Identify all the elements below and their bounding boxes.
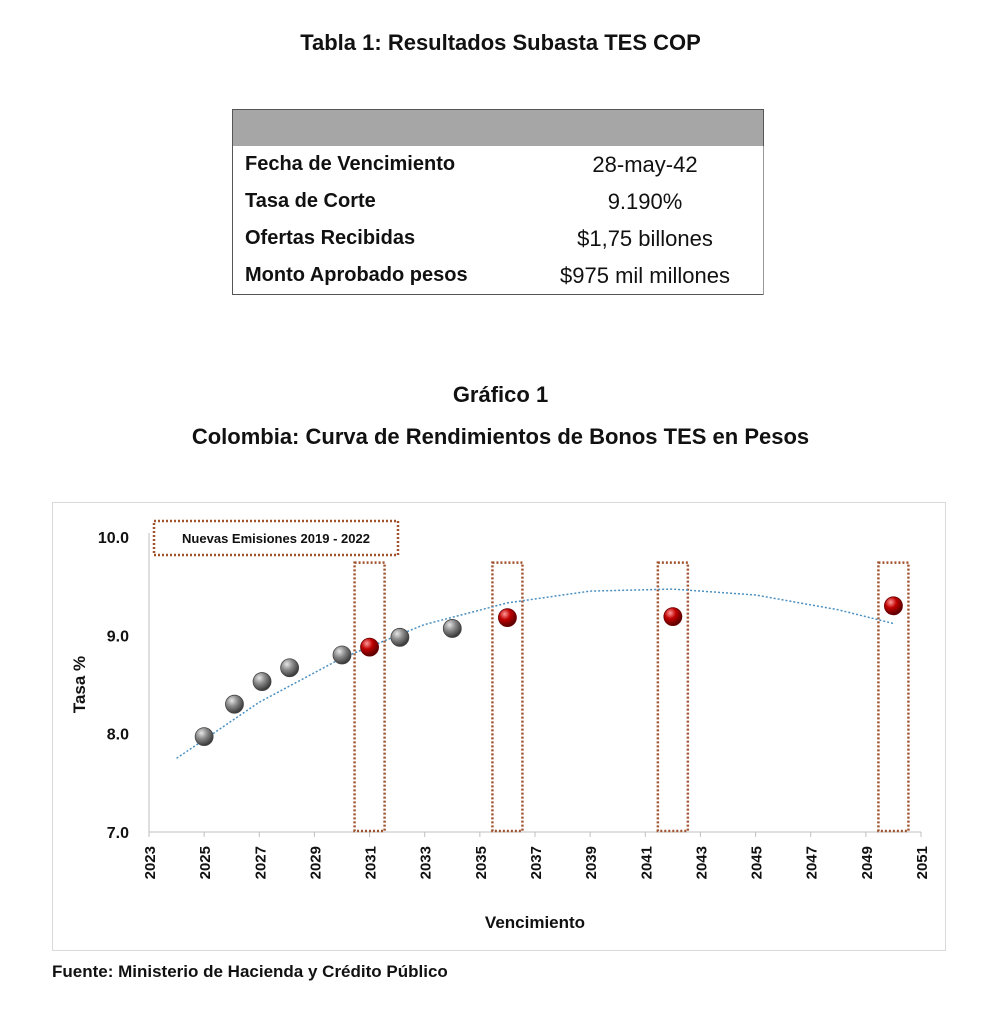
x-tick-label: 2027 — [252, 846, 269, 879]
y-axis-title: Tasa % — [70, 656, 89, 713]
table-row: Monto Aprobado pesos $975 mil millones — [233, 257, 764, 295]
table-row: Fecha de Vencimiento 28-may-42 — [233, 146, 764, 183]
annotation-label: Nuevas Emisiones 2019 - 2022 — [182, 531, 370, 546]
x-tick-label: 2043 — [693, 846, 710, 879]
x-tick-label: 2037 — [528, 846, 545, 879]
table-title: Tabla 1: Resultados Subasta TES COP — [300, 30, 701, 55]
x-tick-label: 2031 — [363, 846, 380, 879]
y-tick-label: 10.0 — [98, 530, 129, 547]
y-tick-label: 8.0 — [107, 727, 129, 744]
row-value: $975 mil millones — [527, 257, 764, 295]
x-axis-title: Vencimiento — [485, 913, 585, 932]
existing-bond-point — [390, 627, 410, 647]
chart-frame: 7.0 8.0 9.0 10.0 2023 2025 2027 2029 2031 2033 203… — [52, 502, 946, 951]
x-tick-label: 2035 — [473, 846, 490, 879]
y-tick-label: 7.0 — [107, 825, 129, 842]
annotation-box — [152, 519, 400, 557]
x-tick-label: 2051 — [914, 846, 931, 879]
new-issue-highlight-box — [353, 561, 386, 833]
table-header-row — [232, 109, 764, 146]
new-issue-point — [884, 596, 903, 616]
chart-label: Gráfico 1 — [452, 382, 549, 407]
x-tick-label: 2039 — [583, 846, 600, 879]
new-issue-point — [360, 637, 379, 657]
results-table: Fecha de Vencimiento 28-may-42 Tasa de C… — [232, 109, 764, 295]
existing-bond-point — [280, 658, 300, 678]
row-value: $1,75 billones — [527, 220, 764, 257]
row-value: 28-may-42 — [527, 146, 764, 183]
new-issue-point — [663, 607, 683, 627]
x-tick-label: 2047 — [804, 846, 821, 879]
x-tick-label: 2029 — [307, 846, 324, 879]
row-label: Ofertas Recibidas — [245, 227, 416, 249]
x-tick-label: 2041 — [638, 846, 655, 879]
chart-title: Colombia: Curva de Rendimientos de Bonos… — [191, 424, 810, 449]
source-note: Fuente: Ministerio de Hacienda y Crédito… — [52, 962, 448, 981]
table-row: Ofertas Recibidas $1,75 billones — [233, 220, 764, 257]
row-label: Monto Aprobado pesos — [245, 264, 468, 286]
existing-bond-point — [442, 619, 462, 638]
new-issue-highlight-box — [491, 561, 524, 833]
x-tick-label: 2023 — [142, 846, 159, 879]
row-label: Tasa de Corte — [245, 190, 376, 212]
x-tick-label: 2049 — [859, 846, 876, 879]
row-label: Fecha de Vencimiento — [245, 153, 456, 175]
existing-bond-point — [194, 727, 214, 747]
new-issue-point — [498, 608, 517, 628]
new-issue-highlight-box — [877, 561, 910, 833]
table-row: Tasa de Corte 9.190% — [233, 183, 764, 220]
yield-curve-chart: 7.0 8.0 9.0 10.0 2023 2025 2027 2029 2031 2033 203… — [70, 519, 931, 932]
x-tick-label: 2025 — [197, 846, 214, 879]
x-tick-label: 2033 — [418, 846, 435, 879]
new-issue-highlight-box — [656, 561, 690, 833]
y-tick-label: 9.0 — [107, 628, 129, 645]
row-value: 9.190% — [527, 183, 764, 220]
x-tick-label: 2045 — [749, 846, 766, 879]
existing-bond-point — [225, 694, 244, 714]
existing-bond-point — [332, 645, 352, 665]
existing-bond-point — [252, 672, 272, 691]
